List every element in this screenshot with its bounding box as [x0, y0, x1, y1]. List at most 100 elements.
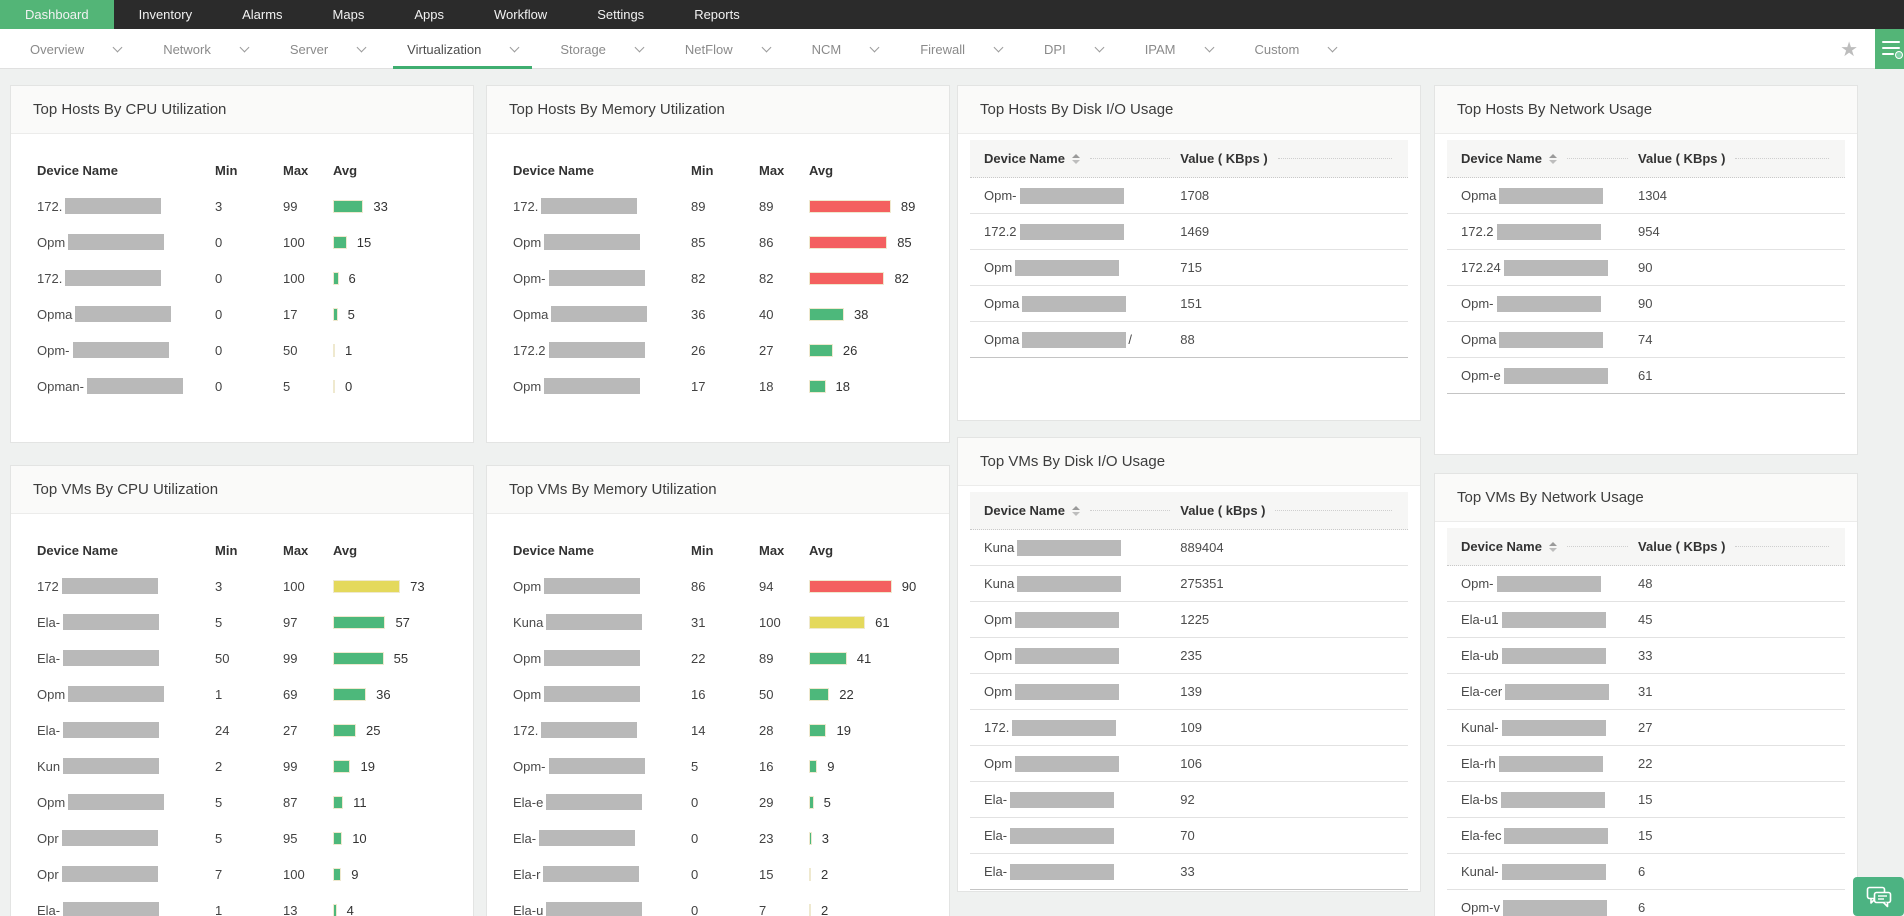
- tab-storage[interactable]: Storage: [546, 29, 657, 69]
- top-nav-item-settings[interactable]: Settings: [597, 7, 645, 22]
- device-name-cell[interactable]: Kuna: [970, 575, 1180, 592]
- device-name-cell[interactable]: Ela-r: [513, 866, 691, 882]
- device-name-cell[interactable]: Kun: [37, 758, 215, 774]
- device-name-cell[interactable]: Opm: [970, 259, 1180, 276]
- device-name-cell[interactable]: Ela-ub: [1447, 647, 1638, 664]
- chevron-down-icon[interactable]: [1094, 42, 1105, 52]
- column-header-device-name[interactable]: Device Name: [970, 503, 1180, 518]
- chevron-down-icon[interactable]: [869, 42, 880, 52]
- tab-firewall[interactable]: Firewall: [906, 29, 1016, 69]
- sort-icon[interactable]: [1548, 541, 1557, 552]
- chevron-down-icon[interactable]: [761, 42, 772, 52]
- chevron-down-icon[interactable]: [634, 42, 645, 52]
- device-name-cell[interactable]: 172: [37, 578, 215, 594]
- device-name-cell[interactable]: Opr: [37, 866, 215, 882]
- device-name-cell[interactable]: 172.24: [1447, 259, 1638, 276]
- device-name-cell[interactable]: Ela-: [37, 902, 215, 916]
- device-name-cell[interactable]: Opma: [1447, 331, 1638, 348]
- top-nav-item-reports[interactable]: Reports: [694, 7, 740, 22]
- top-nav-item-dashboard[interactable]: Dashboard: [0, 0, 114, 29]
- device-name-cell[interactable]: Opm-: [37, 342, 215, 358]
- favorite-star-icon[interactable]: ★: [1840, 38, 1858, 61]
- device-name-cell[interactable]: Ela-e: [513, 794, 691, 810]
- tab-virtualization[interactable]: Virtualization: [393, 29, 533, 69]
- device-name-cell[interactable]: Ela-: [970, 791, 1180, 808]
- device-name-cell[interactable]: Opr: [37, 830, 215, 846]
- device-name-cell[interactable]: Opm: [513, 378, 691, 394]
- tab-ipam[interactable]: IPAM: [1131, 29, 1227, 69]
- device-name-cell[interactable]: Opm: [513, 650, 691, 666]
- device-name-cell[interactable]: Opm: [970, 611, 1180, 628]
- quick-menu-button[interactable]: [1875, 29, 1904, 69]
- chevron-down-icon[interactable]: [112, 42, 123, 52]
- device-name-cell[interactable]: Kunal-: [1447, 719, 1638, 736]
- device-name-cell[interactable]: Opma: [970, 295, 1180, 312]
- device-name-cell[interactable]: Opm-: [1447, 575, 1638, 592]
- device-name-cell[interactable]: 172.2: [970, 223, 1180, 240]
- device-name-cell[interactable]: Ela-u: [513, 902, 691, 916]
- chevron-down-icon[interactable]: [356, 42, 367, 52]
- device-name-cell[interactable]: 172.: [37, 270, 215, 286]
- device-name-cell[interactable]: Opm-: [513, 758, 691, 774]
- device-name-cell[interactable]: Opma /: [970, 331, 1180, 348]
- device-name-cell[interactable]: 172.: [513, 722, 691, 738]
- chevron-down-icon[interactable]: [1327, 42, 1338, 52]
- device-name-cell[interactable]: 172.2: [513, 342, 691, 358]
- device-name-cell[interactable]: Opm: [513, 578, 691, 594]
- device-name-cell[interactable]: Opm-v: [1447, 899, 1638, 916]
- device-name-cell[interactable]: Ela-: [37, 650, 215, 666]
- device-name-cell[interactable]: Opm: [970, 755, 1180, 772]
- device-name-cell[interactable]: Ela-: [970, 827, 1180, 844]
- device-name-cell[interactable]: 172.: [513, 198, 691, 214]
- device-name-cell[interactable]: 172.: [970, 719, 1180, 736]
- device-name-cell[interactable]: Opm-: [513, 270, 691, 286]
- tab-dpi[interactable]: DPI: [1030, 29, 1117, 69]
- device-name-cell[interactable]: Opm-: [970, 187, 1180, 204]
- top-nav-item-maps[interactable]: Maps: [332, 7, 365, 22]
- tab-network[interactable]: Network: [149, 29, 262, 69]
- top-nav-item-workflow[interactable]: Workflow: [493, 7, 548, 22]
- device-name-cell[interactable]: Opm: [37, 686, 215, 702]
- device-name-cell[interactable]: Opm: [513, 234, 691, 250]
- top-nav-item-apps[interactable]: Apps: [414, 7, 444, 22]
- device-name-cell[interactable]: Ela-: [970, 863, 1180, 880]
- device-name-cell[interactable]: Opm: [37, 794, 215, 810]
- tab-overview[interactable]: Overview: [16, 29, 135, 69]
- device-name-cell[interactable]: Opm-: [1447, 295, 1638, 312]
- device-name-cell[interactable]: Opm: [970, 647, 1180, 664]
- sort-icon[interactable]: [1548, 153, 1557, 164]
- device-name-cell[interactable]: Kuna: [970, 539, 1180, 556]
- column-header-device-name[interactable]: Device Name: [1447, 539, 1638, 554]
- top-nav-item-alarms[interactable]: Alarms: [242, 7, 283, 22]
- device-name-cell[interactable]: Ela-: [37, 722, 215, 738]
- device-name-cell[interactable]: Opma: [37, 306, 215, 322]
- chevron-down-icon[interactable]: [509, 42, 520, 52]
- chevron-down-icon[interactable]: [1204, 42, 1214, 52]
- device-name-cell[interactable]: Opm: [37, 234, 215, 250]
- device-name-cell[interactable]: Ela-u1: [1447, 611, 1638, 628]
- device-name-cell[interactable]: Kunal-: [1447, 863, 1638, 880]
- sort-icon[interactable]: [1071, 153, 1080, 164]
- chevron-down-icon[interactable]: [239, 42, 250, 52]
- device-name-cell[interactable]: 172.2: [1447, 223, 1638, 240]
- sort-icon[interactable]: [1071, 505, 1080, 516]
- device-name-cell[interactable]: Ela-cer: [1447, 683, 1638, 700]
- device-name-cell[interactable]: Ela-bs: [1447, 791, 1638, 808]
- device-name-cell[interactable]: Ela-: [513, 830, 691, 846]
- top-nav-item-inventory[interactable]: Inventory: [138, 7, 193, 22]
- tab-netflow[interactable]: NetFlow: [671, 29, 784, 69]
- device-name-cell[interactable]: Opm: [513, 686, 691, 702]
- device-name-cell[interactable]: Opma: [513, 306, 691, 322]
- device-name-cell[interactable]: Opman-: [37, 378, 215, 394]
- device-name-cell[interactable]: Opma: [1447, 187, 1638, 204]
- device-name-cell[interactable]: 172.: [37, 198, 215, 214]
- chat-button[interactable]: [1853, 877, 1904, 916]
- device-name-cell[interactable]: Kuna: [513, 614, 691, 630]
- device-name-cell[interactable]: Ela-fec: [1447, 827, 1638, 844]
- tab-custom[interactable]: Custom: [1241, 29, 1351, 69]
- device-name-cell[interactable]: Opm: [970, 683, 1180, 700]
- column-header-device-name[interactable]: Device Name: [1447, 151, 1638, 166]
- device-name-cell[interactable]: Ela-: [37, 614, 215, 630]
- tab-server[interactable]: Server: [276, 29, 379, 69]
- chevron-down-icon[interactable]: [993, 42, 1004, 52]
